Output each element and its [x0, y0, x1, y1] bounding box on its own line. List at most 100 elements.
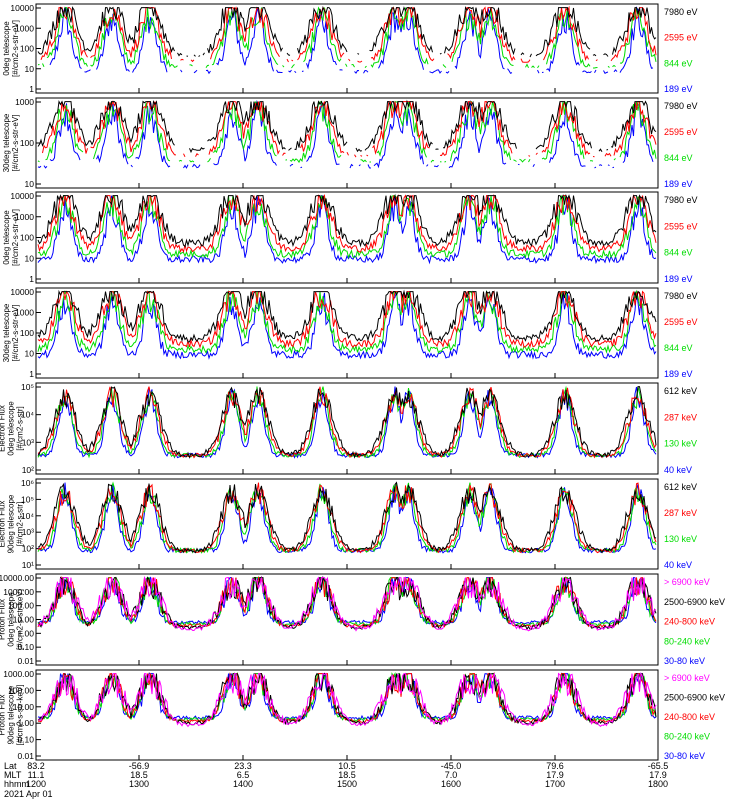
legend-entry: 7980 eV	[664, 291, 698, 301]
panel-3: 10000 1000 100 10 1 Proton Flux0deg telescope…	[0, 191, 698, 284]
ytick-label: 10³	[22, 527, 34, 537]
legend-entry: 287 keV	[664, 412, 697, 422]
ytick-label: 100.00	[8, 685, 34, 695]
ytick-label: 10¹	[22, 560, 34, 570]
ytick-label: 10000.00	[0, 573, 34, 583]
legend-entry: 80-240 keV	[664, 732, 710, 742]
ytick-label: 10	[25, 349, 35, 359]
xtick-label: 83.2	[27, 761, 45, 771]
xtick-label: 17.9	[546, 770, 564, 780]
xtick-label: 17.9	[649, 770, 667, 780]
series-line	[37, 385, 657, 459]
legend-entry: 40 keV	[664, 560, 692, 570]
legend-entry: > 6900 keV	[664, 673, 710, 683]
legend-entry: 189 eV	[664, 179, 693, 189]
xtick-label: 18.5	[130, 770, 148, 780]
xtick-label: 23.3	[234, 761, 252, 771]
ylabel: MEPEDProton Flux0deg telescope[#/cm2-s-s…	[0, 589, 25, 650]
xtick-label: 18.5	[338, 770, 356, 780]
panel-frame	[35, 478, 659, 570]
ytick-label: 10⁴	[21, 511, 34, 521]
xtick-label: 1800	[648, 779, 668, 789]
series-line	[37, 193, 657, 254]
ytick-label: 10	[25, 179, 35, 189]
ytick-label: 10⁶	[21, 478, 34, 488]
ytick-label: 0.01	[17, 656, 34, 666]
panel-4: 10000 1000 100 10 1 Proton Flux30deg telescop…	[0, 287, 698, 379]
series-line	[37, 481, 657, 554]
ytick-label: 0.10	[17, 642, 34, 652]
panel-6: 10⁶ 10⁵ 10⁴ 10³ 10² 10¹ MEPEDElectron Flux90de…	[0, 478, 697, 570]
xaxis-row-label: Lat	[4, 761, 17, 771]
xaxis-row-label: MLT	[4, 770, 22, 780]
axis-ticks	[35, 88, 659, 760]
legend-entry: 189 eV	[664, 274, 693, 284]
series-line	[37, 575, 657, 628]
legend-entry: 287 keV	[664, 508, 697, 518]
ytick-label: 10²	[22, 465, 34, 475]
ytick-label: 0.10	[17, 735, 34, 745]
ytick-label: 10	[25, 64, 35, 74]
xaxis-row-label: hhmm	[4, 779, 29, 789]
ytick-label: 1	[29, 84, 34, 94]
ytick-label: 1000	[15, 97, 34, 107]
ylabel: MEPEDElectron Flux0deg telescope[#/cm2-s…	[0, 401, 25, 456]
panel-frame	[35, 669, 659, 761]
ytick-label: 1000	[15, 308, 34, 318]
ytick-label: 10000	[10, 191, 34, 201]
series-line	[37, 5, 657, 58]
ytick-label: 0.01	[17, 751, 34, 761]
legend-entry: 40 keV	[664, 465, 692, 475]
legend-entry: 612 keV	[664, 482, 697, 492]
series-line	[37, 291, 657, 360]
ylabel: Electron Flux0deg telescope[#/cm2-s-str-…	[0, 20, 20, 77]
legend-entry: 7980 eV	[664, 195, 698, 205]
ytick-label: 10³	[22, 437, 34, 447]
ytick-label: 10⁵	[21, 494, 34, 504]
legend-entry: 844 eV	[664, 248, 693, 258]
ytick-label: 100	[20, 138, 34, 148]
series-line	[38, 671, 657, 728]
ytick-label: 1.00	[17, 628, 34, 638]
xtick-label: -45.0	[441, 761, 462, 771]
ytick-label: 1000.00	[3, 587, 34, 597]
legend-entry: 7980 eV	[664, 7, 698, 17]
legend-entry: 189 eV	[664, 84, 693, 94]
ytick-label: 10⁵	[21, 382, 34, 392]
panel-7: 10000.00 1000.00 100.00 10.00 1.00 0.10 0.01 ME…	[0, 573, 725, 666]
panel-2: 1000 100 10 Electron Flux30deg telescope[#/…	[0, 97, 698, 189]
xtick-label: -56.9	[129, 761, 150, 771]
legend-entry: 189 eV	[664, 369, 693, 379]
legend-entry: 130 keV	[664, 534, 697, 544]
xtick-label: 1500	[337, 779, 357, 789]
ytick-label: 10	[25, 253, 35, 263]
xtick-label: 1400	[233, 779, 253, 789]
series-line	[37, 290, 657, 349]
series-line	[38, 102, 656, 169]
series-line	[37, 482, 657, 554]
ytick-label: 10000	[10, 287, 34, 297]
ytick-label: 1.00	[17, 718, 34, 728]
series-line	[40, 5, 657, 63]
xtick-label: 79.6	[546, 761, 564, 771]
ylabel: Electron Flux30deg telescope[#/cm2-s-str…	[0, 113, 20, 172]
legend-entry: 2595 eV	[664, 33, 698, 43]
series-line	[37, 99, 657, 154]
ylabel: Proton Flux30deg telescope[#/cm2-s-str-e…	[0, 303, 20, 362]
series-line	[37, 195, 657, 259]
legend-entry: 80-240 keV	[664, 636, 710, 646]
series-line	[37, 100, 657, 164]
legend-entry: 844 eV	[664, 153, 693, 163]
series-line	[50, 8, 656, 74]
legend-entry: 612 keV	[664, 386, 697, 396]
ytick-label: 1000	[15, 212, 34, 222]
ylabel: MEPEDProton Flux90deg telescope[#/cm2-s-…	[0, 685, 25, 746]
series-line	[37, 672, 657, 726]
ytick-label: 1000	[15, 23, 34, 33]
series-line	[37, 386, 657, 459]
panel-8: 1000.00 100.00 10.00 1.00 0.10 0.01 MEPEDProto…	[0, 669, 725, 761]
ytick-label: 100	[20, 328, 34, 338]
legend-entry: 130 keV	[664, 439, 697, 449]
xtick-label: 1600	[441, 779, 461, 789]
